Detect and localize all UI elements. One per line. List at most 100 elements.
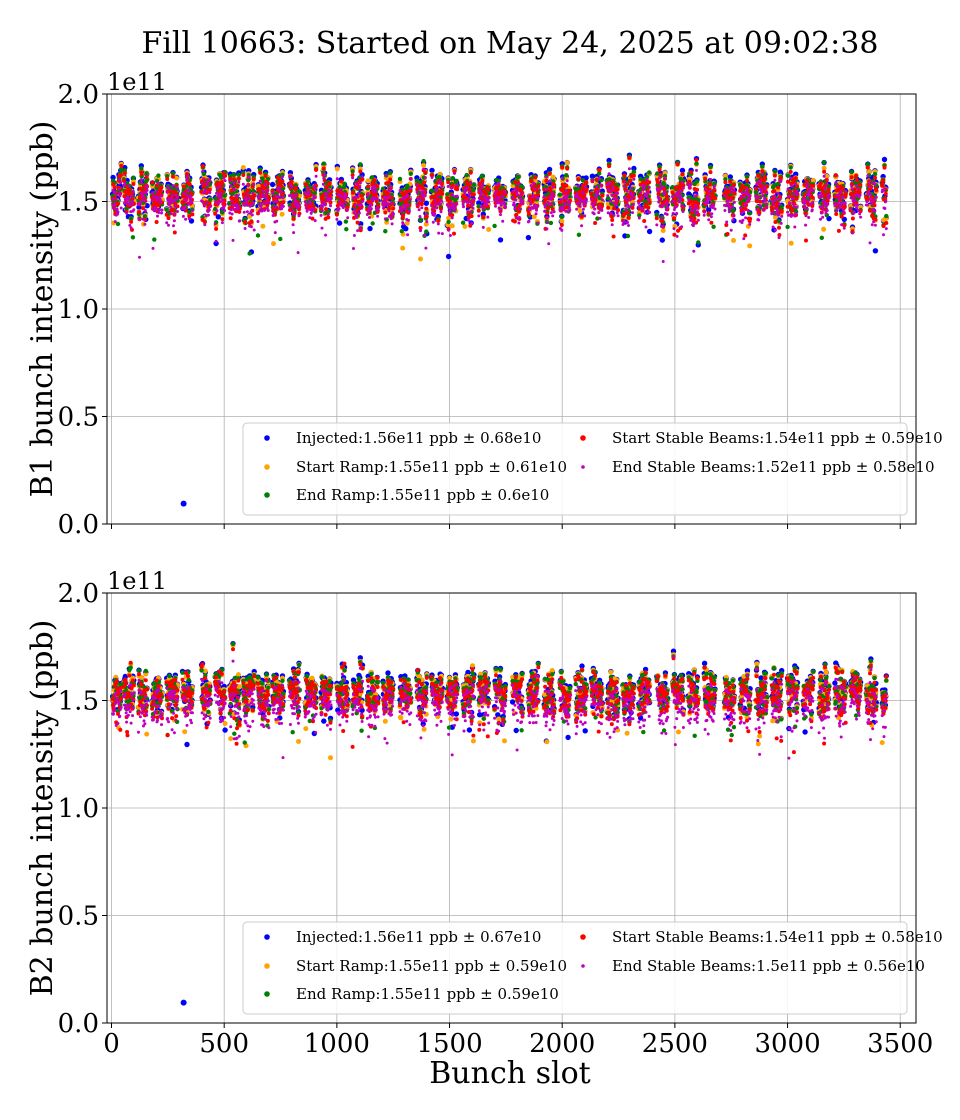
data-point-start_ramp <box>421 162 427 168</box>
data-point-start_stable <box>480 178 485 183</box>
data-point-start_stable <box>833 173 838 178</box>
data-point-start_ramp <box>240 165 246 170</box>
data-point-start_stable <box>565 166 570 171</box>
data-point-end_stable <box>296 251 300 255</box>
data-point-start_stable <box>818 181 823 186</box>
data-point-end_stable <box>131 200 134 203</box>
data-point-end_ramp <box>344 227 349 232</box>
data-point-end_ramp <box>231 172 237 177</box>
data-point-start_stable <box>560 165 565 170</box>
data-point-start_stable <box>748 216 753 221</box>
data-point-end_stable <box>208 205 212 209</box>
data-point-start_stable <box>703 176 708 181</box>
data-point-end_stable <box>271 214 275 217</box>
data-point-start_stable <box>249 219 254 224</box>
data-point-end_ramp <box>421 158 426 164</box>
data-point-start_stable <box>207 187 212 192</box>
data-point-start_stable <box>544 178 549 183</box>
data-point-end_stable <box>159 200 163 204</box>
data-point-start_stable <box>258 170 263 175</box>
data-point-start_stable <box>464 180 469 185</box>
data-point-start_stable <box>836 228 841 233</box>
data-point-start_ramp <box>260 223 266 229</box>
data-point-end_stable <box>293 196 297 200</box>
data-point-start_stable <box>243 220 248 225</box>
data-point-end_stable <box>156 181 160 185</box>
data-point-start_stable <box>600 193 605 198</box>
data-point-end_stable <box>236 205 240 208</box>
data-point-end_stable <box>172 224 175 228</box>
data-point-end_stable <box>171 184 175 187</box>
data-point-start_stable <box>497 191 502 195</box>
data-point-end_stable <box>115 207 119 211</box>
data-point-end_ramp <box>492 223 497 229</box>
data-point-end_stable <box>271 191 275 195</box>
data-point-start_stable <box>790 208 795 213</box>
data-point-end_ramp <box>516 174 521 179</box>
data-point-injected <box>423 200 429 206</box>
data-point-end_ramp <box>548 220 554 226</box>
data-point-end_stable <box>151 191 154 195</box>
data-point-end_ramp <box>397 176 403 182</box>
data-point-start_stable <box>139 171 144 176</box>
data-point-end_stable <box>236 207 240 211</box>
data-point-end_stable <box>131 190 135 193</box>
data-point-end_stable <box>237 180 241 184</box>
data-point-end_ramp <box>884 213 889 219</box>
data-point-start_stable <box>228 216 233 221</box>
data-point-start_stable <box>708 182 712 187</box>
data-point-start_stable <box>728 179 733 184</box>
data-point-end_stable <box>278 196 282 200</box>
data-point-end_stable <box>249 210 253 214</box>
data-point-end_stable <box>223 179 227 183</box>
data-point-end_stable <box>207 179 211 183</box>
data-point-start_ramp <box>660 228 666 234</box>
data-point-start_ramp <box>559 218 565 224</box>
data-point-start_stable <box>882 165 887 170</box>
data-point-start_stable <box>214 226 219 231</box>
data-point-start_stable <box>535 192 540 197</box>
data-point-end_stable <box>288 205 292 209</box>
data-point-end_stable <box>138 191 142 195</box>
data-point-start_stable <box>144 175 149 179</box>
data-point-end_stable <box>277 187 281 191</box>
data-point-injected <box>646 228 653 235</box>
data-point-end_stable <box>159 194 163 198</box>
data-point-start_stable <box>129 219 134 224</box>
data-point-end_stable <box>150 199 154 203</box>
data-point-start_stable <box>172 230 177 235</box>
data-point-injected <box>872 248 879 254</box>
data-point-start_stable <box>422 180 427 185</box>
data-point-start_stable <box>481 214 486 219</box>
data-point-end_ramp <box>694 161 699 166</box>
data-point-end_ramp <box>821 160 827 165</box>
data-point-end_stable <box>257 209 261 213</box>
data-point-start_stable <box>883 191 888 196</box>
data-point-end_stable <box>119 206 123 210</box>
data-point-end_stable <box>272 200 276 204</box>
data-point-start_stable <box>372 178 377 183</box>
data-point-start_stable <box>536 184 541 189</box>
data-point-injected <box>110 174 116 181</box>
data-point-end_stable <box>144 191 148 195</box>
data-point-end_stable <box>143 208 147 212</box>
data-point-end_ramp <box>130 235 136 240</box>
data-point-start_stable <box>626 215 631 220</box>
data-point-start_stable <box>236 176 241 181</box>
data-point-end_ramp <box>164 207 169 212</box>
data-point-start_stable <box>220 217 225 222</box>
data-point-end_stable <box>223 209 227 212</box>
data-point-end_ramp <box>222 193 227 198</box>
data-point-end_stable <box>292 213 296 216</box>
data-point-start_stable <box>884 221 889 225</box>
data-point-start_stable <box>116 201 120 206</box>
data-point-start_stable <box>772 173 777 178</box>
data-point-start_stable <box>779 209 784 214</box>
data-point-end_stable <box>142 198 146 202</box>
data-point-end_stable <box>233 188 237 192</box>
data-point-start_stable <box>219 180 224 184</box>
data-point-start_ramp <box>788 240 794 246</box>
data-point-end_ramp <box>450 176 455 181</box>
data-point-end_ramp <box>785 173 791 178</box>
data-point-end_stable <box>200 182 204 186</box>
